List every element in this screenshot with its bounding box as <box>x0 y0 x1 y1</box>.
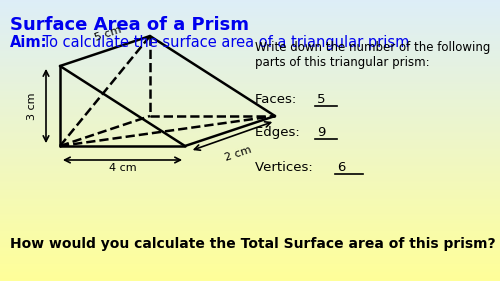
Text: Aim:: Aim: <box>10 35 48 50</box>
Text: 6: 6 <box>337 161 345 174</box>
Text: How would you calculate the Total Surface area of this prism?: How would you calculate the Total Surfac… <box>10 237 496 251</box>
Text: 4 cm: 4 cm <box>108 163 136 173</box>
Text: Surface Area of a Prism: Surface Area of a Prism <box>10 16 249 34</box>
Text: 3 cm: 3 cm <box>27 92 37 120</box>
Text: 9: 9 <box>317 126 326 139</box>
Text: Write down the number of the following
parts of this triangular prism:: Write down the number of the following p… <box>255 41 490 69</box>
Text: 5 cm: 5 cm <box>94 25 123 43</box>
Text: Edges:: Edges: <box>255 126 308 139</box>
Text: 2 cm: 2 cm <box>224 145 252 163</box>
Text: Vertices:: Vertices: <box>255 161 321 174</box>
Text: 5: 5 <box>317 93 326 106</box>
Text: Faces:: Faces: <box>255 93 305 106</box>
Text: To calculate the surface area of a triangular prism: To calculate the surface area of a trian… <box>38 35 410 50</box>
